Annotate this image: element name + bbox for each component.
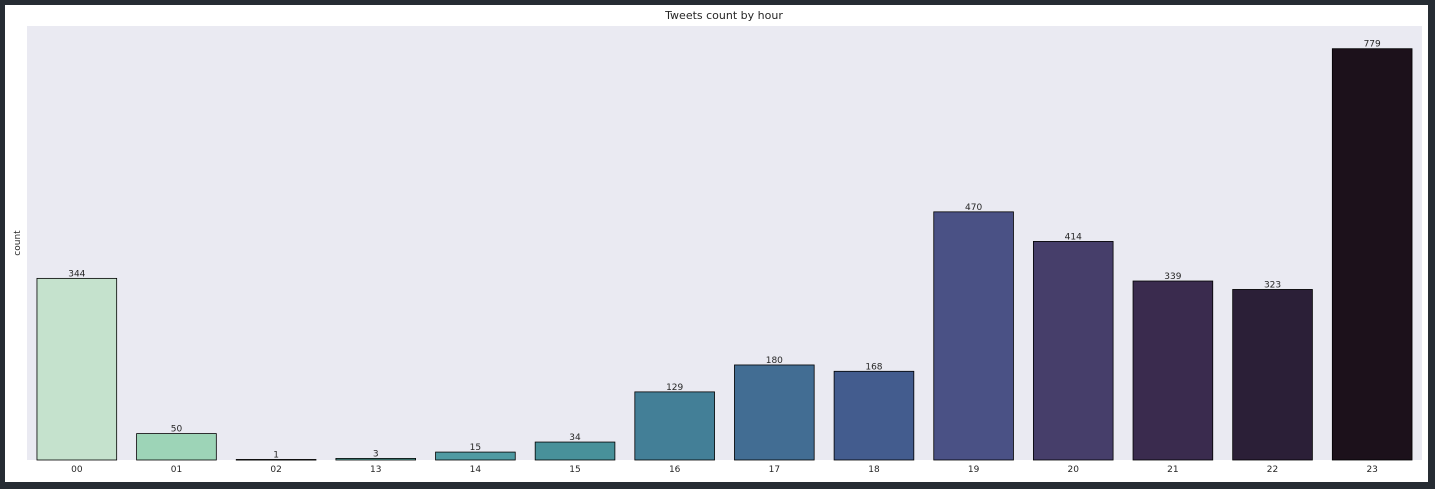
bar-18 [833, 370, 915, 461]
data-label-13: 3 [373, 449, 379, 459]
data-label-16: 129 [666, 383, 683, 393]
x-tick-label-15: 15 [569, 465, 580, 475]
bar-17 [734, 364, 815, 461]
y-axis-label: count [13, 230, 23, 256]
x-tick-label-20: 20 [1068, 465, 1080, 475]
bar-19 [933, 211, 1014, 461]
data-label-19: 470 [965, 203, 982, 213]
x-tick-label-17: 17 [769, 465, 780, 475]
data-label-20: 414 [1065, 232, 1082, 242]
data-label-21: 339 [1164, 272, 1181, 282]
bar-16 [634, 391, 715, 461]
bar-00 [36, 277, 118, 461]
data-labels-group: 344 50 1 3 15 34 129 180 168 470 414 339 323 779 [68, 40, 1381, 461]
bar-15 [534, 441, 616, 461]
bars-group [36, 48, 1413, 461]
data-label-00: 344 [68, 269, 85, 279]
bar-21 [1132, 280, 1214, 461]
bar-13 [335, 458, 417, 461]
x-tick-label-16: 16 [669, 465, 681, 475]
x-tick-label-19: 19 [968, 465, 980, 475]
data-label-17: 180 [766, 356, 783, 366]
x-tick-label-18: 18 [868, 465, 880, 475]
data-label-01: 50 [171, 425, 183, 435]
data-label-18: 168 [865, 362, 882, 372]
figure-frame: Tweets count by hour count 344 50 1 3 15 34 12… [5, 5, 1428, 482]
data-label-02: 1 [273, 450, 279, 460]
data-label-23: 779 [1364, 40, 1381, 50]
bar-22 [1232, 289, 1313, 461]
x-tick-label-13: 13 [370, 465, 381, 475]
x-tick-label-22: 22 [1267, 465, 1278, 475]
data-label-14: 15 [470, 443, 481, 453]
x-tick-labels-group: 00 01 02 13 14 15 16 17 18 19 20 21 22 23 [71, 465, 1378, 475]
chart-title: Tweets count by hour [664, 9, 783, 22]
bar-20 [1032, 241, 1114, 461]
x-tick-label-01: 01 [171, 465, 182, 475]
bar-02 [235, 459, 317, 461]
data-label-15: 34 [569, 433, 581, 443]
data-label-22: 323 [1264, 280, 1281, 290]
x-tick-label-00: 00 [71, 465, 83, 475]
x-tick-label-02: 02 [270, 465, 281, 475]
x-tick-label-23: 23 [1366, 465, 1377, 475]
bar-01 [136, 433, 217, 461]
bar-23 [1331, 48, 1413, 461]
x-tick-label-21: 21 [1167, 465, 1178, 475]
bar-14 [435, 451, 516, 461]
x-tick-label-14: 14 [470, 465, 482, 475]
